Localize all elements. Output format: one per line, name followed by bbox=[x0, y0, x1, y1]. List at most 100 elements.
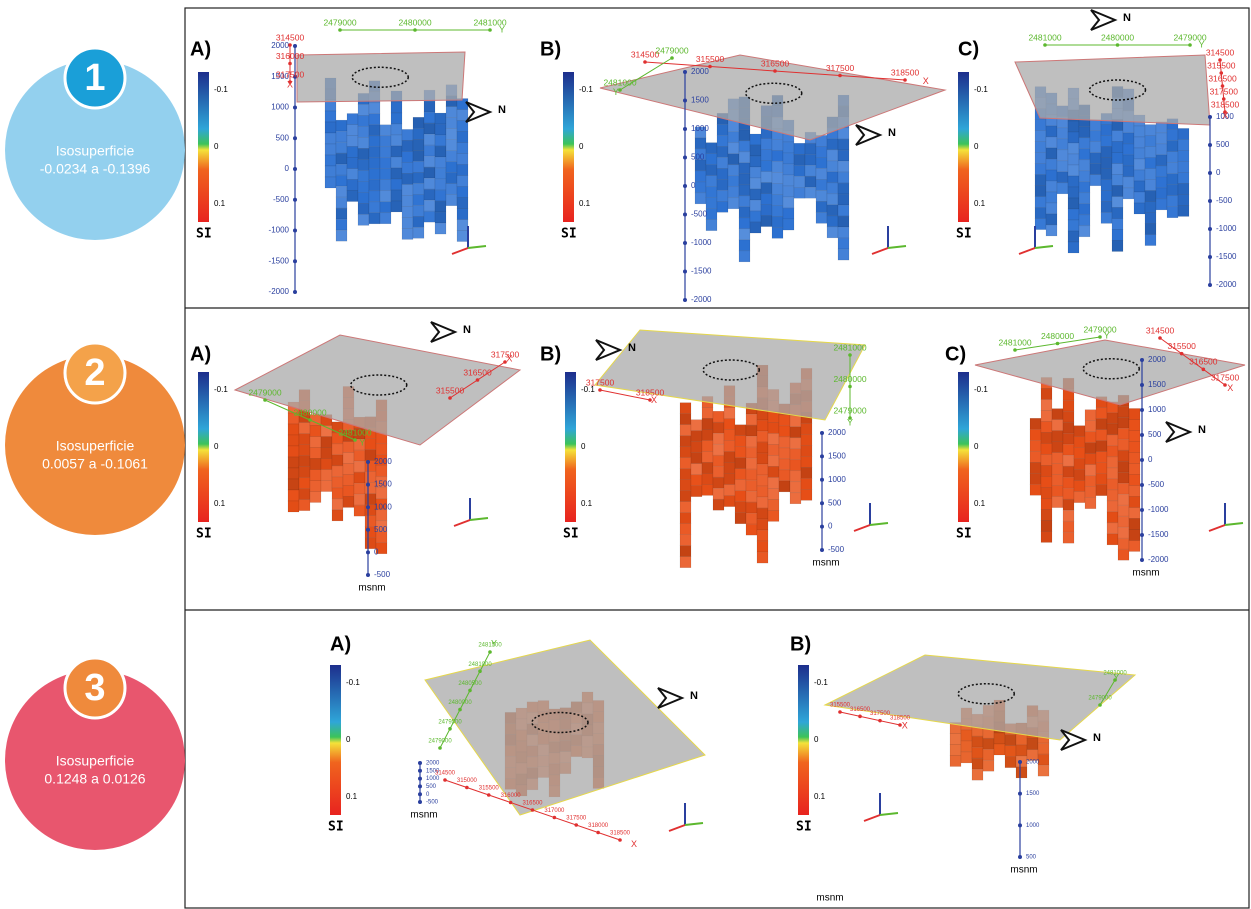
z-tick bbox=[1208, 115, 1212, 119]
z-tick bbox=[418, 761, 422, 765]
z-tick bbox=[366, 550, 370, 554]
iso-block bbox=[1156, 177, 1167, 188]
iso-block bbox=[1085, 465, 1096, 476]
axis-tick-label: 314500 bbox=[276, 32, 305, 42]
iso-block bbox=[1101, 179, 1112, 190]
iso-block bbox=[376, 488, 387, 499]
z-tick bbox=[293, 229, 297, 233]
z-tick bbox=[1208, 283, 1212, 287]
iso-block bbox=[1145, 213, 1156, 224]
colorbar-unit: SI bbox=[196, 227, 212, 242]
iso-block bbox=[1041, 399, 1052, 410]
iso-block bbox=[750, 145, 761, 156]
z-tick-label: 1000 bbox=[426, 776, 440, 782]
iso-block bbox=[772, 183, 783, 194]
iso-block bbox=[299, 467, 310, 478]
iso-block bbox=[1178, 161, 1189, 172]
iso-block bbox=[717, 190, 728, 201]
iso-block bbox=[457, 176, 468, 187]
north-label: N bbox=[1093, 732, 1101, 744]
iso-block bbox=[1118, 428, 1129, 439]
iso-block bbox=[1063, 411, 1074, 422]
iso-block bbox=[1035, 153, 1046, 164]
axis-letter: X bbox=[923, 76, 929, 86]
iso-block bbox=[838, 249, 849, 260]
axis-tick bbox=[353, 438, 357, 442]
iso-block bbox=[768, 466, 779, 477]
axis-tick bbox=[476, 378, 480, 382]
iso-block bbox=[1167, 196, 1178, 207]
iso-block bbox=[1041, 476, 1052, 487]
axis-tick-label: 316500 bbox=[463, 367, 492, 377]
iso-block bbox=[1035, 219, 1046, 230]
iso-block bbox=[354, 472, 365, 483]
colorbar-tick: -0.1 bbox=[579, 85, 593, 94]
iso-block bbox=[783, 186, 794, 197]
iso-block bbox=[724, 463, 735, 474]
iso-block bbox=[1063, 433, 1074, 444]
iso-block bbox=[1063, 477, 1074, 488]
iso-block bbox=[805, 165, 816, 176]
iso-block bbox=[1085, 432, 1096, 443]
iso-block bbox=[1052, 409, 1063, 420]
iso-block bbox=[1046, 214, 1057, 225]
iso-block bbox=[983, 749, 994, 760]
colorbar-tick: 0.1 bbox=[581, 499, 593, 508]
iso-block bbox=[1129, 496, 1140, 507]
iso-block bbox=[702, 407, 713, 418]
iso-block bbox=[1112, 218, 1123, 229]
axis-tick-label: 317500 bbox=[586, 377, 615, 387]
z-tick-label: 1500 bbox=[691, 96, 709, 105]
iso-block bbox=[1107, 512, 1118, 523]
iso-block bbox=[1052, 431, 1063, 442]
group-label: 0.0057 a -0.1061 bbox=[42, 456, 148, 472]
iso-block bbox=[402, 206, 413, 217]
iso-block bbox=[706, 143, 717, 154]
iso-block bbox=[1167, 174, 1178, 185]
iso-block bbox=[1107, 424, 1118, 435]
iso-block bbox=[435, 212, 446, 223]
iso-block bbox=[1118, 450, 1129, 461]
iso-block bbox=[457, 220, 468, 231]
z-tick-label: -500 bbox=[828, 545, 845, 554]
colorbar-tick: -0.1 bbox=[974, 385, 988, 394]
z-tick bbox=[418, 800, 422, 804]
iso-block bbox=[310, 436, 321, 447]
iso-block bbox=[424, 134, 435, 145]
iso-block bbox=[1057, 128, 1068, 139]
iso-block bbox=[779, 437, 790, 448]
iso-block bbox=[724, 430, 735, 441]
z-tick-label: 1500 bbox=[1148, 380, 1166, 389]
iso-block bbox=[336, 230, 347, 241]
iso-block bbox=[358, 115, 369, 126]
iso-block bbox=[717, 168, 728, 179]
iso-block bbox=[761, 172, 772, 183]
iso-block bbox=[950, 744, 961, 755]
iso-block bbox=[1090, 142, 1101, 153]
iso-block bbox=[1129, 540, 1140, 551]
iso-block bbox=[1052, 464, 1063, 475]
panel-label: A) bbox=[190, 38, 211, 60]
iso-block bbox=[358, 181, 369, 192]
iso-block bbox=[1178, 205, 1189, 216]
group-number: 2 bbox=[84, 352, 105, 394]
iso-block bbox=[1038, 743, 1049, 754]
iso-block bbox=[336, 164, 347, 175]
iso-block bbox=[1134, 203, 1145, 214]
axis-tick bbox=[288, 43, 292, 47]
iso-block bbox=[783, 197, 794, 208]
iso-block bbox=[680, 414, 691, 425]
iso-block bbox=[1041, 388, 1052, 399]
iso-block bbox=[761, 216, 772, 227]
iso-block bbox=[838, 172, 849, 183]
iso-block bbox=[1085, 410, 1096, 421]
iso-block bbox=[801, 467, 812, 478]
iso-block bbox=[1016, 767, 1027, 778]
colorbar-unit: SI bbox=[328, 820, 344, 835]
axis-tick bbox=[838, 74, 842, 78]
z-tick-label: 500 bbox=[1026, 855, 1037, 861]
iso-block bbox=[1074, 481, 1085, 492]
iso-block bbox=[1068, 231, 1079, 242]
iso-block bbox=[369, 125, 380, 136]
colorbar bbox=[958, 72, 969, 222]
